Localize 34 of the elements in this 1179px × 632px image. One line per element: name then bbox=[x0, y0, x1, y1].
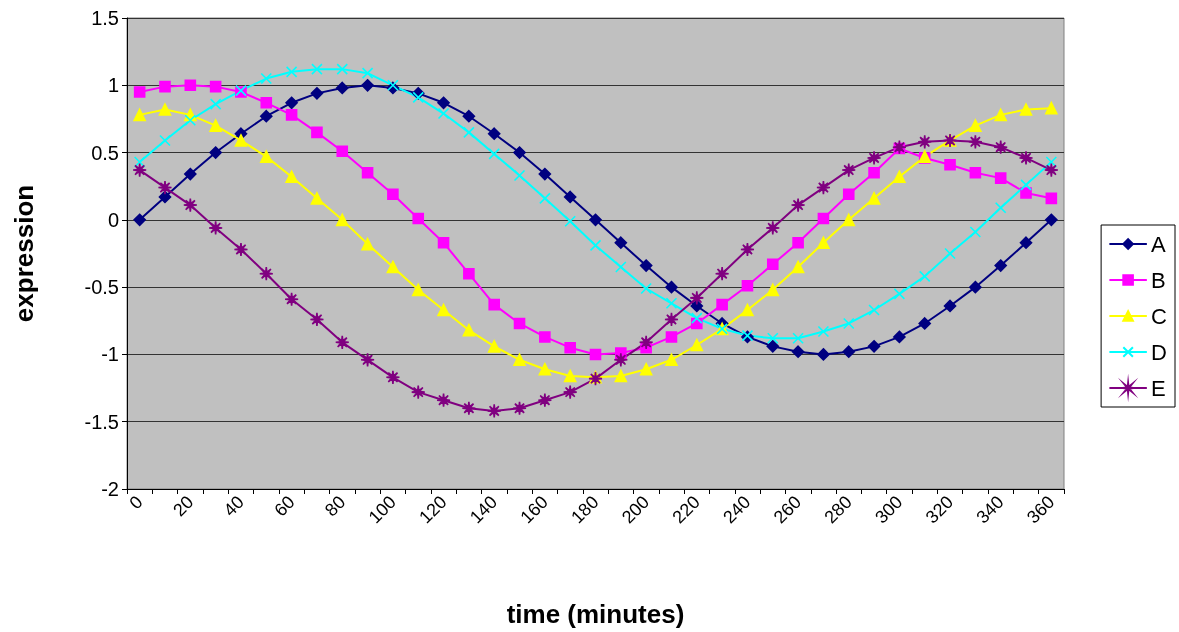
x-tick-label: 140 bbox=[465, 491, 502, 528]
x-tick-label: 200 bbox=[617, 491, 654, 528]
x-tick-label: 100 bbox=[364, 491, 400, 528]
x-tick-label: 260 bbox=[769, 491, 806, 528]
y-tick-label: 1 bbox=[107, 74, 119, 97]
x-tick-label: 20 bbox=[169, 491, 198, 521]
x-tick-label: 320 bbox=[921, 491, 958, 528]
legend-label: B bbox=[1151, 267, 1166, 293]
x-tick-label: 80 bbox=[321, 491, 350, 521]
y-tick-label: -1 bbox=[101, 343, 119, 366]
x-tick-label: 180 bbox=[567, 491, 603, 528]
legend-label: C bbox=[1151, 303, 1168, 329]
y-tick-label: -1.5 bbox=[84, 410, 119, 433]
y-axis-title: expression bbox=[9, 184, 39, 323]
x-tick-label: 120 bbox=[415, 491, 451, 528]
x-tick-label: 340 bbox=[972, 491, 1008, 528]
x-tick-label: 60 bbox=[270, 491, 299, 521]
y-tick-label: -0.5 bbox=[84, 276, 119, 299]
x-tick-label: 280 bbox=[820, 491, 856, 528]
x-tick-label: 40 bbox=[219, 491, 249, 521]
legend-label: E bbox=[1151, 375, 1166, 401]
x-tick-label: 360 bbox=[1023, 491, 1059, 528]
y-tick-label: -2 bbox=[101, 478, 119, 500]
y-tick-label: 1.5 bbox=[91, 7, 119, 29]
y-tick-label: 0.5 bbox=[91, 141, 119, 164]
y-tick-label: 0 bbox=[107, 208, 119, 231]
legend-label: A bbox=[1151, 231, 1167, 257]
legend-label: D bbox=[1151, 339, 1167, 365]
x-tick-label: 160 bbox=[516, 491, 552, 528]
x-tick-label: 300 bbox=[871, 491, 907, 528]
x-axis-title: time (minutes) bbox=[506, 599, 685, 629]
x-tick-label: 0 bbox=[125, 491, 147, 514]
x-tick-label: 220 bbox=[668, 491, 704, 528]
x-tick-label: 240 bbox=[719, 491, 755, 528]
